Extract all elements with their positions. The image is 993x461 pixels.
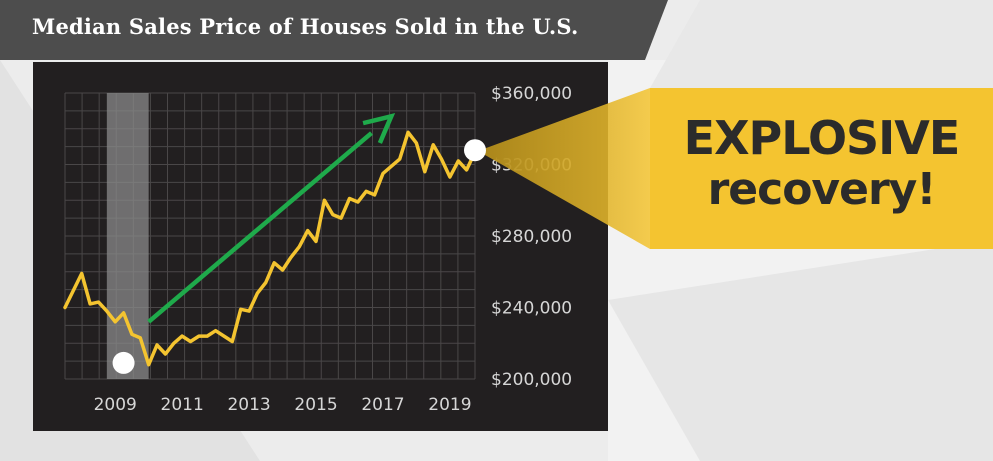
callout-line-1: EXPLOSIVE xyxy=(683,111,961,165)
x-tick-label: 2011 xyxy=(161,395,204,415)
y-tick-label: $280,000 xyxy=(491,227,572,247)
arrow-head xyxy=(362,112,396,144)
arrow-shaft xyxy=(147,131,373,324)
x-tick-label: 2013 xyxy=(227,395,270,415)
price-series-line xyxy=(63,130,477,367)
callout-text: EXPLOSIVE recovery! xyxy=(650,112,993,216)
highlight-marker xyxy=(112,351,135,374)
callout-line-2: recovery! xyxy=(707,164,937,215)
title-banner xyxy=(0,0,668,60)
y-tick-label: $360,000 xyxy=(491,84,572,104)
highlight-marker xyxy=(464,139,486,162)
y-tick-label: $240,000 xyxy=(491,299,572,319)
chart-svg: $200,000$240,000$280,000$320,000$360,000… xyxy=(63,84,572,415)
x-tick-label: 2019 xyxy=(428,395,471,415)
callout-box: EXPLOSIVE recovery! xyxy=(650,88,993,249)
chart-title: Median Sales Price of Houses Sold in the… xyxy=(32,14,579,39)
x-tick-label: 2017 xyxy=(361,395,404,415)
x-tick-label: 2015 xyxy=(294,395,337,415)
y-tick-label: $200,000 xyxy=(491,370,572,390)
recession-band xyxy=(106,93,149,379)
x-tick-label: 2009 xyxy=(94,395,137,415)
recovery-arrow xyxy=(147,112,396,324)
x-axis-tick-labels: 2009 2011 2013 2015 2017 2019 xyxy=(94,395,472,415)
